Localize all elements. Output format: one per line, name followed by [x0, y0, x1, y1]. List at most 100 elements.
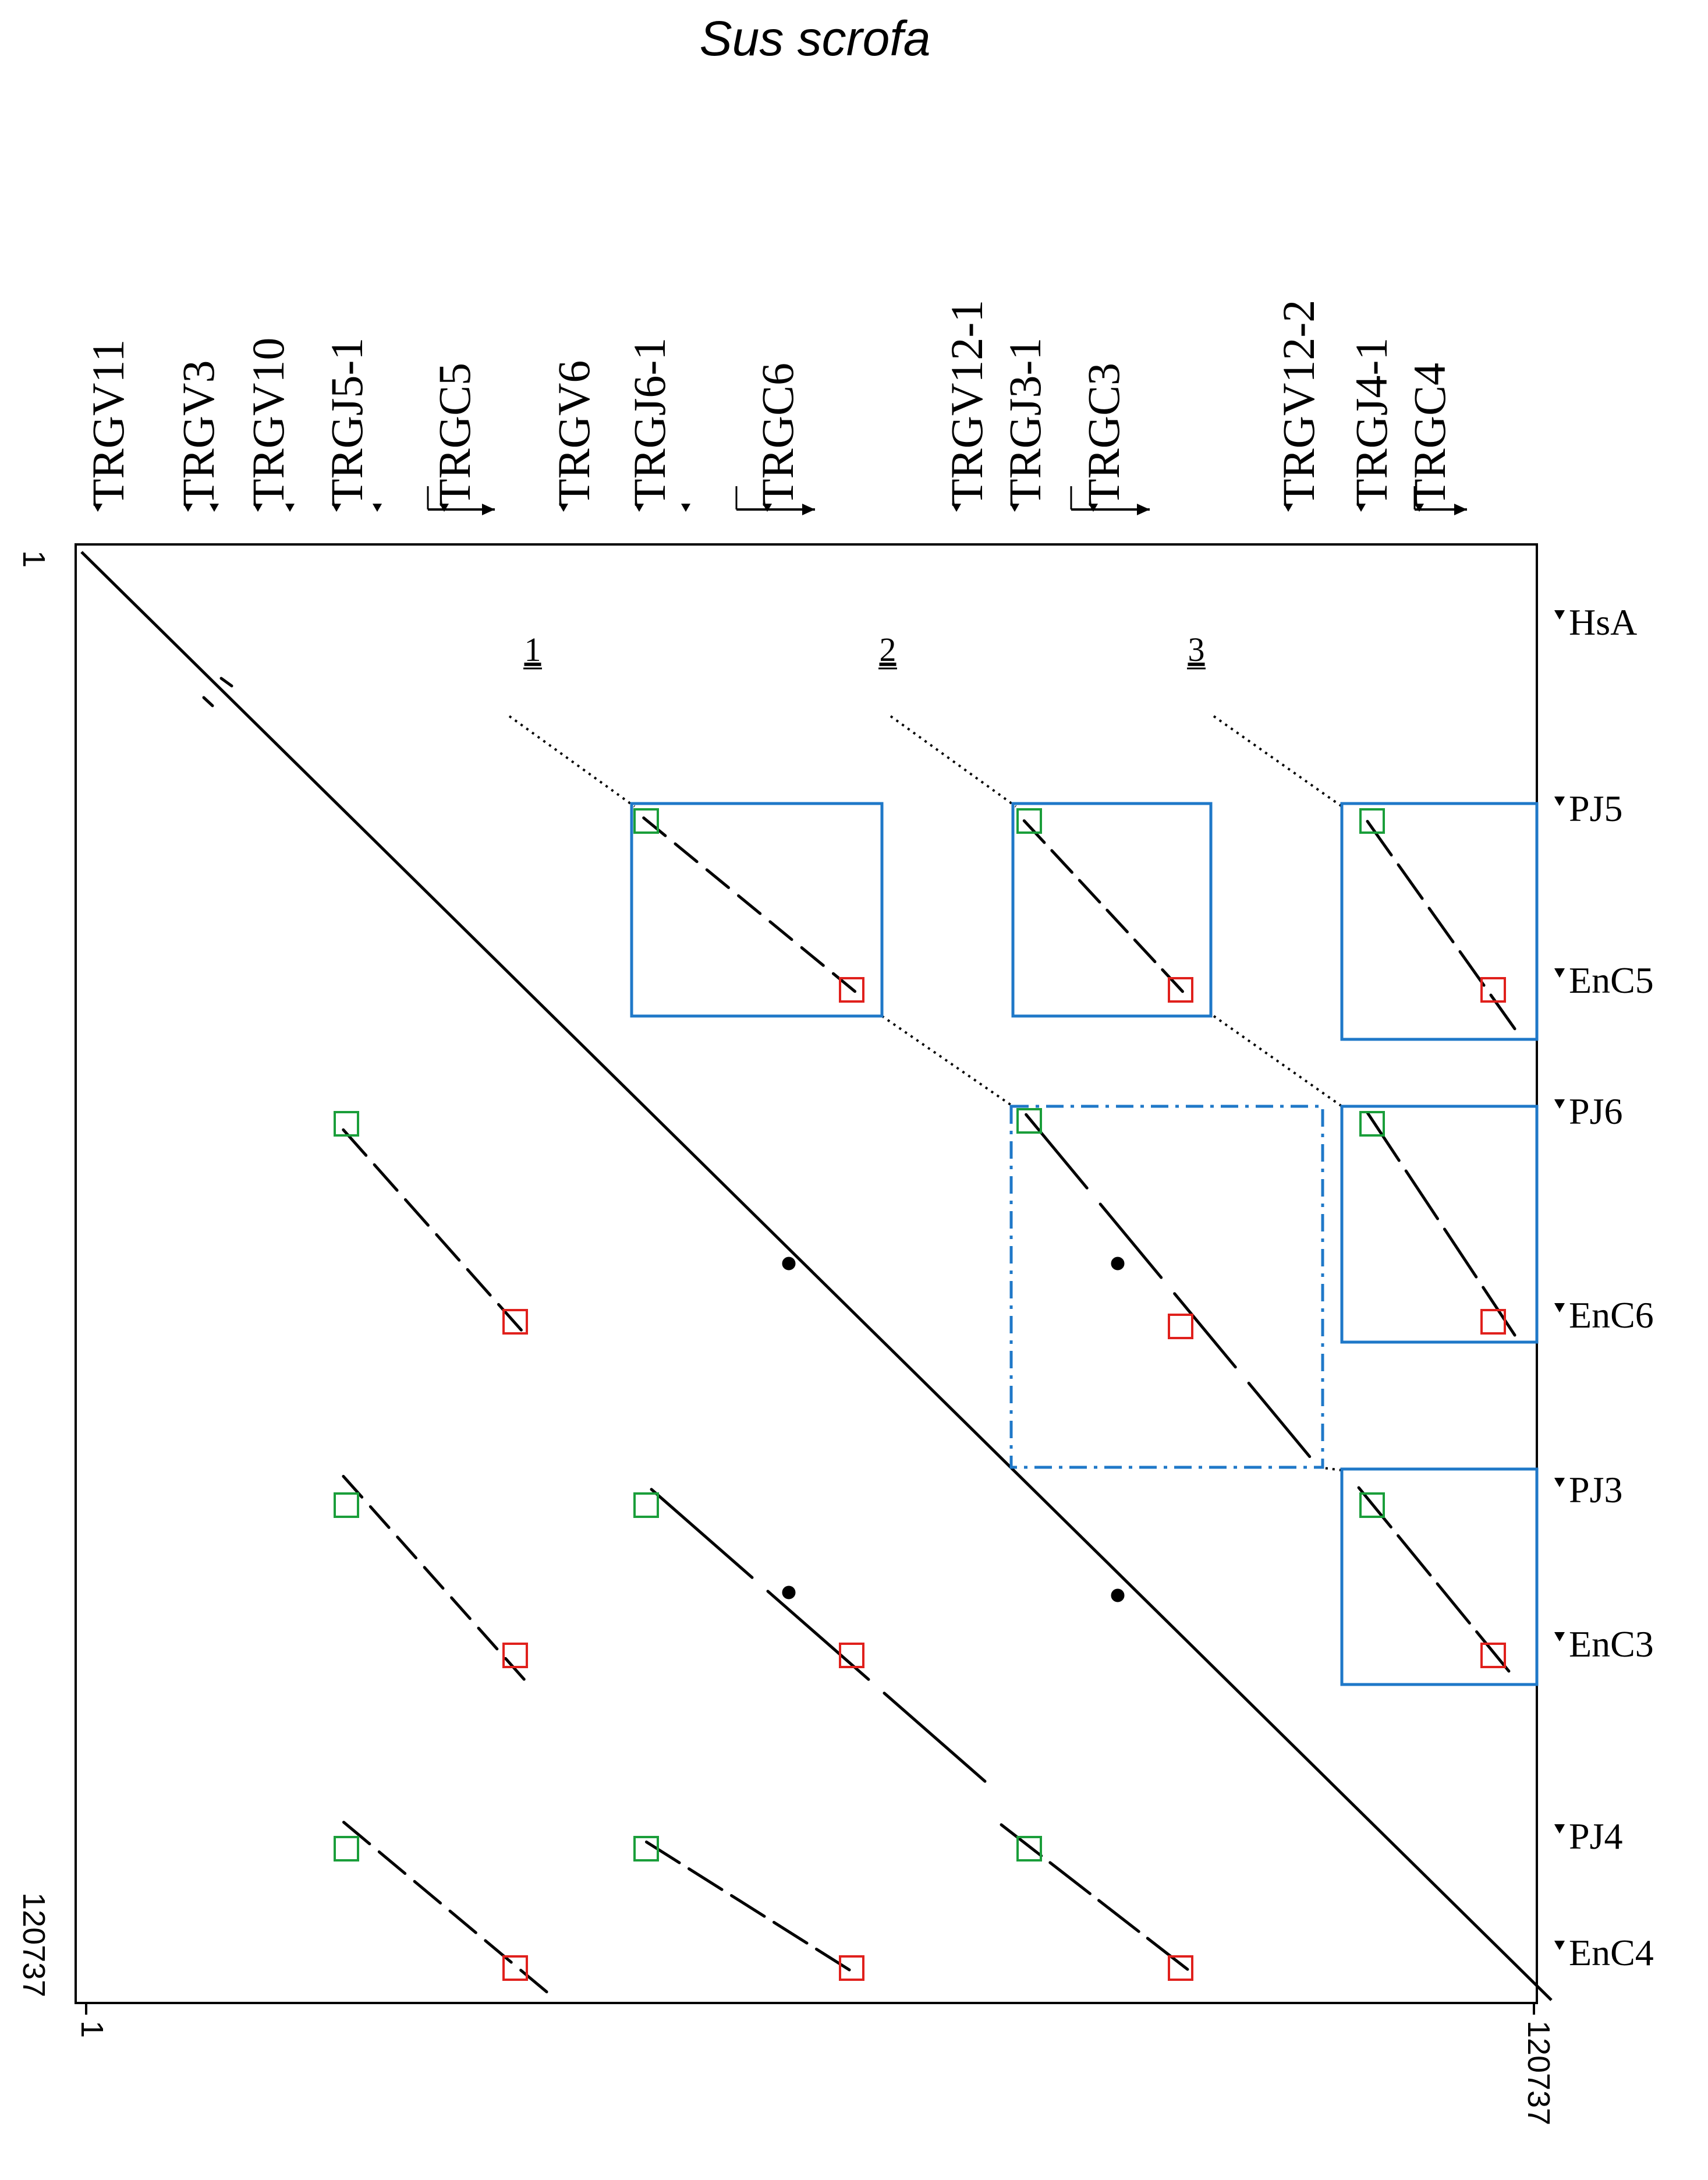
- x-axis-start-label: 1: [75, 2020, 109, 2038]
- alignment-segment: [1133, 938, 1157, 964]
- alignment-segment: [413, 1880, 442, 1905]
- box-region-3-low: [1340, 1467, 1539, 1686]
- gene-label-trgv12-1: TRGV12-1: [941, 300, 992, 507]
- alignment-segment: [644, 1840, 681, 1864]
- box-region-3-top: [1340, 802, 1539, 1041]
- box-region-1: [630, 802, 884, 1018]
- alignment-segment: [1489, 993, 1516, 1031]
- right-label-hsa: HsA: [1569, 601, 1637, 643]
- alignment-segment: [1247, 1381, 1312, 1459]
- alignment-segment: [1366, 820, 1393, 857]
- alignment-segment: [435, 1233, 461, 1262]
- gene-label-trgc6: TRGC6: [752, 363, 803, 507]
- alignment-segment: [1097, 1899, 1140, 1933]
- alignment-segment: [423, 1566, 445, 1590]
- gene-label-trgv6: TRGV6: [548, 360, 599, 507]
- arrow-icon: [1137, 504, 1150, 515]
- alignment-segment: [377, 1850, 407, 1875]
- alignment-segment: [1048, 1861, 1092, 1895]
- alignment-segment: [800, 946, 825, 967]
- gene-label-trgj3-1: TRGJ3-1: [1000, 338, 1050, 507]
- box-region-3-mid: [1340, 1105, 1539, 1344]
- alignment-segment: [466, 1268, 492, 1297]
- end-marker: [502, 1309, 528, 1335]
- triangle-marker-icon: [1554, 1099, 1565, 1109]
- triangle-marker-icon: [1554, 1303, 1565, 1312]
- arrow-icon: [802, 504, 815, 515]
- region-numbers: 1 2 3: [523, 631, 1206, 670]
- figure-title: Sus scrofa: [700, 11, 931, 66]
- end-marker: [502, 1643, 528, 1668]
- highlight-boxes: [630, 802, 1539, 1686]
- end-marker: [1168, 1314, 1193, 1339]
- region-number-2: 2: [880, 631, 896, 668]
- triangle-marker-icon: [1356, 504, 1366, 512]
- end-marker: [839, 977, 864, 1003]
- start-marker: [633, 808, 659, 834]
- alignment-segment: [1050, 849, 1073, 874]
- triangle-marker-icon: [763, 504, 772, 512]
- region-number-3: 3: [1188, 631, 1205, 668]
- gene-label-trgc3: TRGC3: [1078, 363, 1129, 507]
- main-diagonal: [80, 551, 1553, 2001]
- alignment-segment: [674, 842, 699, 863]
- end-marker: [1480, 1309, 1506, 1335]
- end-marker: [1480, 1643, 1506, 1668]
- gene-label-trgc4: TRGC4: [1404, 363, 1455, 507]
- triangle-marker-icon: [635, 504, 644, 512]
- alignment-segment: [368, 1505, 391, 1529]
- alignment-segment: [504, 1657, 526, 1681]
- alignment-segment: [650, 1488, 754, 1579]
- alignment-segment: [477, 1626, 499, 1651]
- right-label-enc4: EnC4: [1569, 1932, 1654, 1973]
- arrow-icon: [482, 504, 495, 515]
- alignment-segment: [831, 972, 857, 993]
- right-label-enc6: EnC6: [1569, 1294, 1654, 1336]
- gene-label-trgv10: TRGV10: [243, 338, 293, 507]
- alignment-segment: [883, 1691, 987, 1783]
- start-marker: [334, 1492, 359, 1518]
- alignment-segment: [342, 1821, 371, 1846]
- alignment-segment: [1458, 950, 1486, 987]
- start-marker: [1016, 1836, 1042, 1862]
- alignment-segment: [1161, 968, 1184, 993]
- triangle-marker-icon: [285, 504, 295, 512]
- alignment-segment: [403, 1198, 430, 1227]
- right-label-enc5: EnC5: [1569, 960, 1654, 1001]
- triangle-marker-icon: [1415, 504, 1424, 512]
- end-marker: [839, 1643, 864, 1668]
- triangle-marker-icon: [253, 504, 263, 512]
- alignment-segment: [1427, 907, 1455, 944]
- triangle-marker-icon: [1284, 504, 1293, 512]
- alignment-segment: [484, 1939, 513, 1964]
- triangle-marker-icon: [1554, 797, 1565, 806]
- alignment-segment: [202, 696, 214, 707]
- triangle-marker-icon: [681, 504, 690, 512]
- x-axis-end-label: 120737: [1521, 2020, 1556, 2125]
- triangle-marker-icon: [93, 504, 102, 512]
- end-marker: [1168, 977, 1193, 1003]
- box-dashdot: [1009, 1105, 1324, 1469]
- start-marker: [1359, 808, 1385, 834]
- triangle-marker-icon: [332, 504, 341, 512]
- right-label-pj3: PJ3: [1569, 1469, 1623, 1510]
- start-marker: [1359, 1492, 1385, 1518]
- alignment-segment: [1078, 879, 1101, 904]
- alignment-segment: [705, 868, 730, 889]
- alignment-dot: [782, 1257, 796, 1271]
- alignment-segment: [1443, 1227, 1478, 1279]
- triangle-marker-icon: [952, 504, 961, 512]
- gene-label-trgv11: TRGV11: [83, 339, 133, 507]
- alignment-segment: [396, 1535, 418, 1559]
- alignment-dot: [782, 1586, 796, 1599]
- region-number-1: 1: [525, 631, 541, 668]
- box-region-2: [1011, 802, 1213, 1018]
- triangle-marker-icon: [1554, 1941, 1565, 1950]
- end-marker: [839, 1955, 864, 1981]
- triangle-marker-icon: [373, 504, 382, 512]
- right-label-enc3: EnC3: [1569, 1623, 1654, 1665]
- start-marker: [633, 1492, 659, 1518]
- alignment-segment: [1146, 1937, 1189, 1971]
- alignment-segment: [497, 1303, 523, 1332]
